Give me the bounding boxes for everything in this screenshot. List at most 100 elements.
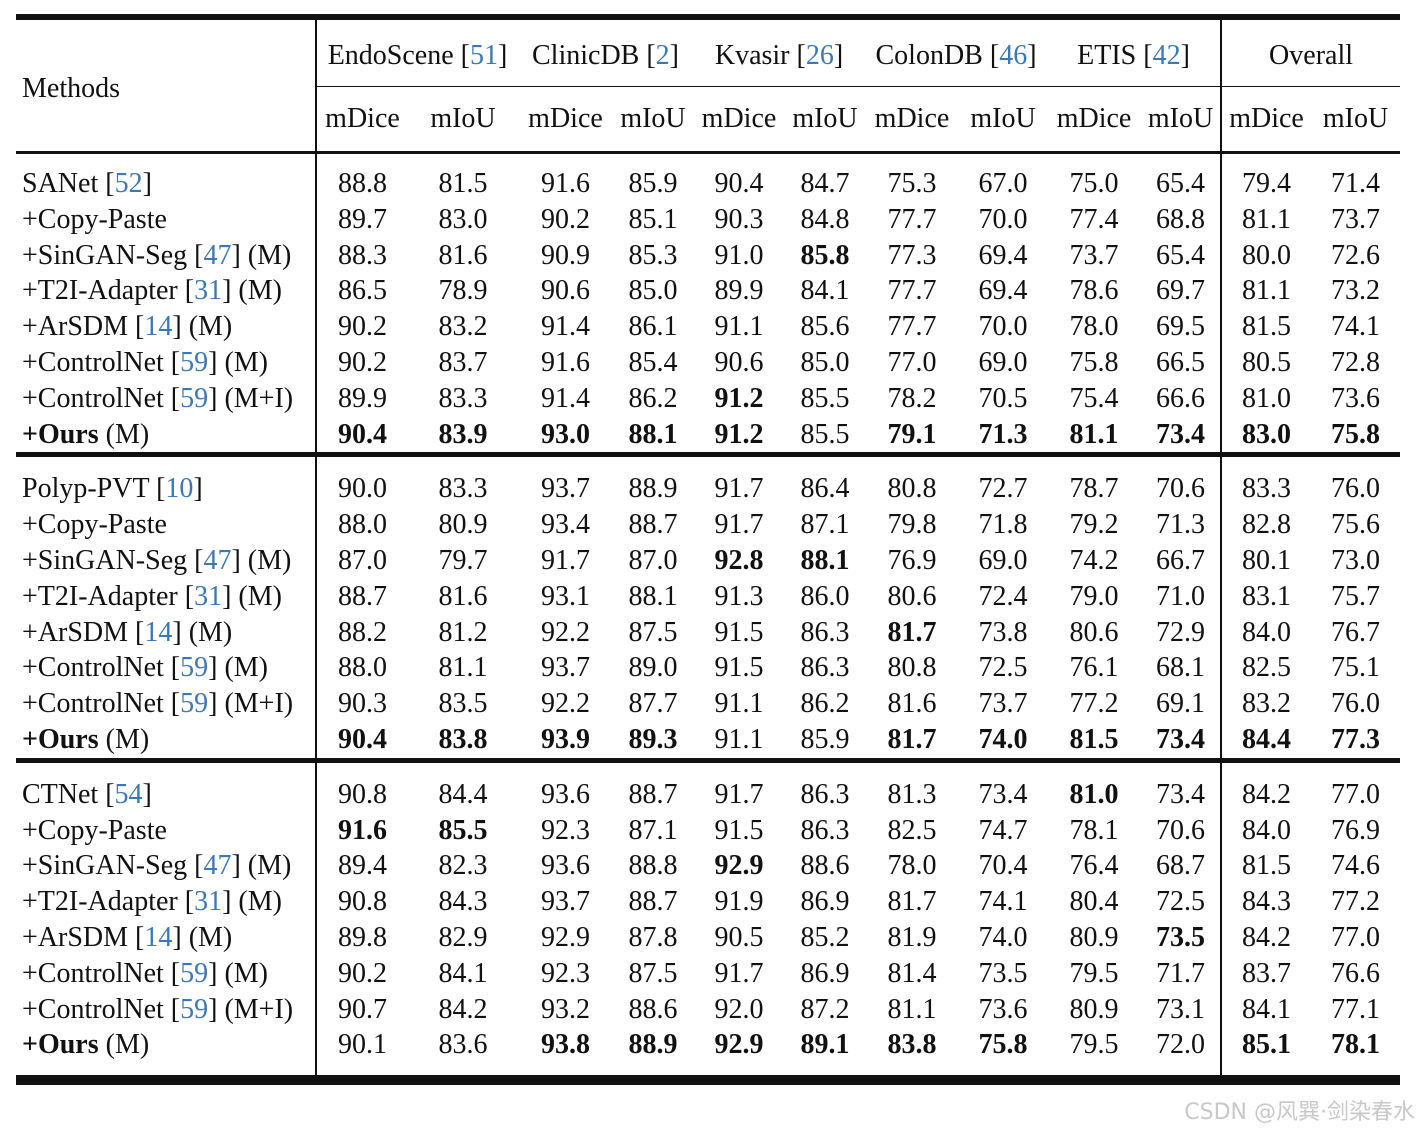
score-value: 81.2 (438, 616, 488, 648)
score-value: 91.7 (541, 544, 590, 576)
citation-link[interactable]: 46 (999, 40, 1028, 71)
method-name: +T2I-Adapter (22, 886, 178, 918)
score-cell: 88.7 (613, 777, 693, 813)
score-value: 92.3 (541, 814, 590, 846)
citation-link[interactable]: 59 (180, 346, 209, 378)
method-variant: (M) (238, 275, 282, 307)
citation-link[interactable]: 59 (180, 652, 209, 684)
score-cell: 93.7 (518, 471, 613, 507)
score-cell: 85.4 (613, 345, 693, 381)
score-cell: 87.2 (785, 992, 865, 1028)
score-value: 82.3 (438, 850, 488, 882)
score-cell: 87.5 (613, 615, 693, 651)
score-cell: 81.5 (1047, 722, 1141, 760)
score-cell: 72.6 (1311, 238, 1400, 274)
method-name: +ControlNet (22, 993, 164, 1025)
best-score-value: 79.1 (887, 418, 937, 450)
citation-link[interactable]: 42 (1152, 40, 1181, 71)
best-score-value: 81.1 (1069, 418, 1119, 450)
score-value: 93.6 (541, 850, 590, 882)
score-cell: 69.4 (959, 273, 1047, 309)
score-cell: 81.5 (1220, 309, 1312, 345)
score-cell: 75.8 (1047, 345, 1141, 381)
citation-link[interactable]: 47 (203, 850, 232, 882)
score-value: 83.1 (1242, 580, 1292, 612)
score-cell: 88.0 (315, 507, 408, 543)
citation-link[interactable]: 31 (194, 580, 223, 612)
score-cell: 90.6 (693, 345, 785, 381)
score-value: 91.7 (714, 473, 764, 505)
score-value: 70.0 (978, 203, 1028, 235)
citation-link[interactable]: 14 (144, 921, 173, 953)
score-value: 69.1 (1156, 688, 1206, 720)
score-cell: 83.6 (408, 1027, 518, 1063)
citation-link[interactable]: 59 (180, 957, 209, 989)
score-value: 80.4 (1069, 886, 1119, 918)
citation-link[interactable]: 14 (144, 616, 173, 648)
score-value: 71.3 (1156, 509, 1206, 541)
score-cell: 81.7 (865, 615, 959, 651)
score-value: 74.6 (1331, 850, 1381, 882)
score-cell: 76.0 (1311, 686, 1400, 722)
spacer-cell (785, 1063, 865, 1086)
score-cell: 86.2 (613, 381, 693, 417)
score-value: 93.7 (541, 652, 590, 684)
score-value: 82.8 (1242, 509, 1292, 541)
score-value: 77.0 (1331, 921, 1381, 953)
score-cell: 70.5 (959, 381, 1047, 417)
score-value: 90.8 (338, 886, 387, 918)
score-cell: 88.6 (613, 992, 693, 1028)
citation-link[interactable]: 52 (114, 168, 143, 199)
score-cell: 91.4 (518, 309, 613, 345)
score-cell: 81.6 (408, 579, 518, 615)
score-value: 85.2 (800, 921, 850, 953)
score-cell: 82.5 (865, 813, 959, 849)
score-value: 65.4 (1156, 168, 1206, 199)
score-cell: 80.6 (865, 579, 959, 615)
citation-link[interactable]: 59 (180, 688, 209, 720)
spacer-cell (408, 151, 518, 166)
spacer-cell (408, 757, 518, 777)
score-value: 80.9 (1069, 921, 1119, 953)
method-name: +SinGAN-Seg (22, 544, 188, 576)
score-cell: 91.5 (693, 650, 785, 686)
score-value: 88.7 (338, 580, 387, 612)
citation-link[interactable]: 10 (165, 473, 194, 505)
score-value: 71.8 (978, 509, 1028, 541)
citation-link[interactable]: 47 (203, 239, 232, 271)
score-cell: 84.2 (1220, 776, 1312, 813)
citation-link[interactable]: 47 (203, 544, 232, 576)
method-variant: (M) (247, 544, 292, 576)
best-score-value: 75.8 (978, 1029, 1028, 1061)
score-value: 73.2 (1331, 275, 1381, 307)
citation-link[interactable]: 59 (180, 993, 209, 1025)
score-cell: 76.4 (1047, 848, 1141, 884)
spacer-cell (959, 151, 1048, 166)
citation-link[interactable]: 31 (194, 275, 223, 307)
citation-link[interactable]: 31 (194, 886, 223, 918)
best-score-value: 85.5 (438, 814, 488, 846)
best-score-value: 88.1 (800, 544, 850, 576)
citation-link[interactable]: 2 (655, 40, 670, 71)
score-cell: 74.6 (1311, 848, 1400, 884)
score-cell: 85.9 (613, 166, 693, 202)
method-variant: (M) (238, 580, 282, 612)
citation-link[interactable]: 59 (180, 382, 209, 414)
method-name: +ControlNet (22, 346, 164, 378)
score-value: 85.0 (628, 275, 678, 307)
score-value: 84.7 (800, 168, 850, 199)
citation-link[interactable]: 26 (805, 40, 834, 71)
score-cell: 85.1 (1220, 1027, 1312, 1064)
score-value: 84.1 (1242, 993, 1292, 1025)
metric-header-miou: mIoU (959, 86, 1048, 153)
citation-link[interactable]: 54 (114, 778, 143, 810)
method-name-cell: +ArSDM [14] (M) (22, 311, 233, 343)
score-cell: 74.2 (1047, 543, 1141, 579)
citation-link[interactable]: 14 (144, 311, 173, 343)
score-value: 70.0 (978, 311, 1028, 343)
score-cell: 81.5 (1220, 848, 1312, 885)
citation-link[interactable]: 51 (469, 40, 498, 71)
method-variant: (M+I) (224, 993, 294, 1025)
metric-header-mdice: mDice (865, 86, 959, 153)
score-value: 87.2 (800, 993, 850, 1025)
